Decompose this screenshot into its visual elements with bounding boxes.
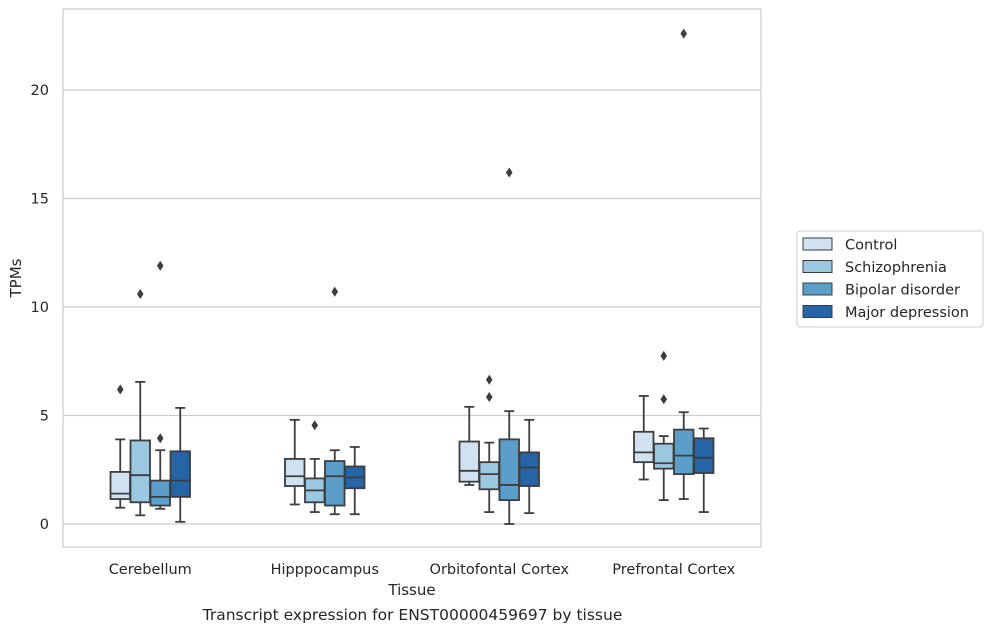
y-tick-label: 10	[31, 300, 49, 316]
box-iqr	[633, 430, 655, 464]
outlier-point	[485, 392, 493, 403]
legend-label: Bipolar disorder	[845, 283, 960, 299]
legend-label: Schizophrenia	[845, 260, 947, 276]
box-plot	[518, 418, 540, 515]
y-gridlines	[63, 89, 761, 525]
box-iqr	[518, 451, 540, 487]
outlier-point	[116, 384, 124, 395]
y-tick-labels: 0 5 10 15 20	[31, 83, 49, 533]
outlier-point	[505, 167, 513, 178]
box-iqr	[693, 437, 715, 474]
legend-swatch	[802, 260, 833, 273]
box-iqr	[673, 428, 695, 475]
box-plot	[344, 446, 366, 516]
y-tick-label: 15	[31, 192, 49, 208]
outlier-point	[660, 350, 668, 361]
box-groups	[109, 28, 715, 525]
x-tick-label: Orbitofontal Cortex	[430, 562, 570, 578]
box-plot	[673, 28, 695, 500]
legend: Control Schizophrenia Bipolar disorder Majo…	[796, 230, 984, 328]
x-tick-labels: Cerebellum Hipppocampus Orbitofontal Corte…	[109, 562, 736, 578]
outlier-point	[331, 286, 339, 297]
box-plot	[324, 286, 346, 516]
box-iqr	[109, 471, 131, 500]
outlier-point	[485, 374, 493, 385]
box-plot	[169, 407, 191, 523]
box-plot	[633, 395, 655, 481]
box-iqr	[478, 461, 500, 491]
outlier-point	[156, 260, 164, 271]
box-iqr	[169, 450, 191, 498]
y-axis-label: TPMs	[7, 258, 25, 298]
legend-swatch	[802, 282, 833, 296]
box-plot	[129, 288, 151, 517]
box-plot	[693, 427, 715, 513]
box-plot	[109, 384, 131, 509]
outlier-point	[136, 288, 144, 299]
y-tick-label: 5	[40, 409, 49, 425]
box-iqr	[653, 442, 675, 470]
box-iqr	[458, 440, 480, 483]
figure-caption: Transcript expression for ENST0000045969…	[202, 606, 623, 624]
box-iqr	[498, 438, 520, 502]
box-iqr	[324, 460, 346, 507]
outlier-point	[660, 394, 668, 405]
y-tick-label: 0	[40, 517, 49, 533]
box-iqr	[149, 479, 171, 507]
legend-frame	[796, 230, 984, 328]
box-plot	[498, 167, 520, 525]
box-plot	[304, 420, 326, 513]
outlier-point	[156, 433, 164, 444]
x-tick-label: Cerebellum	[109, 562, 192, 578]
x-tick-label: Prefrontal Cortex	[612, 562, 735, 578]
box-plot	[284, 418, 306, 506]
x-tick-label: Hipppocampus	[271, 562, 379, 578]
box-iqr	[129, 439, 151, 504]
box-plot	[653, 350, 675, 502]
outlier-point	[680, 28, 688, 39]
legend-label: Control	[845, 238, 897, 254]
legend-swatch	[802, 305, 833, 318]
legend-swatch	[802, 237, 833, 251]
box-iqr	[284, 457, 306, 487]
legend-label: Major depression	[845, 305, 969, 321]
plot-area-frame	[62, 8, 762, 548]
x-axis-label: Tissue	[387, 581, 435, 599]
outlier-point	[311, 420, 319, 431]
y-tick-label: 20	[31, 83, 49, 99]
